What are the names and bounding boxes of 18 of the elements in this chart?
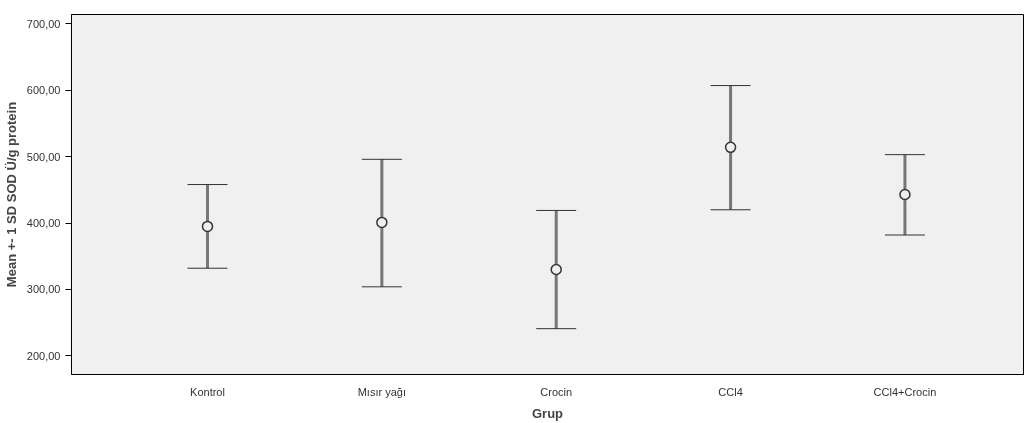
point — [899, 188, 911, 201]
x-tick-label: CCl4+Crocin — [873, 385, 937, 398]
x-tick-label: Crocin — [540, 385, 573, 398]
point — [376, 216, 388, 229]
point — [550, 263, 562, 276]
y-axis-title: Mean +- 1 SD SOD Ü/g protein — [3, 101, 19, 288]
y-tick-label: 700,00 — [26, 17, 61, 30]
y-tick-label: 400,00 — [26, 217, 61, 230]
point — [201, 220, 214, 233]
x-axis-title: Grup — [531, 405, 564, 421]
y-tick-label: 600,00 — [26, 84, 61, 97]
x-tick-label: Kontrol — [190, 385, 225, 398]
y-tick-label: 300,00 — [26, 283, 61, 296]
x-tick-label: CCl4 — [718, 385, 743, 398]
y-tick-label: 500,00 — [26, 150, 61, 163]
y-tick-label: 200,00 — [26, 349, 61, 362]
point — [724, 141, 737, 154]
x-tick-label: Mısır yağı — [357, 385, 407, 398]
